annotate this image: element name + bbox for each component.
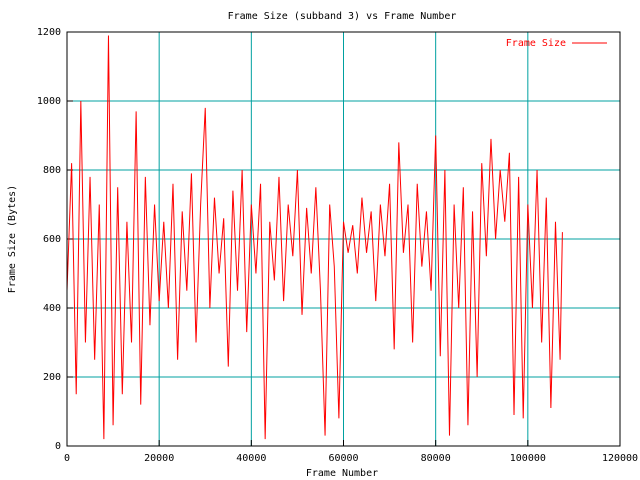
x-tick-label: 20000 [144, 453, 174, 464]
x-tick-label: 40000 [236, 453, 266, 464]
legend-label: Frame Size [506, 38, 566, 49]
plot-border [66, 31, 621, 447]
y-tick-label: 1000 [37, 96, 61, 107]
data-line [66, 35, 563, 440]
y-tick-label: 200 [43, 372, 61, 383]
y-tick-label: 600 [43, 234, 61, 245]
x-tick-label: 120000 [602, 453, 638, 464]
y-tick-label: 1200 [37, 27, 61, 38]
y-tick-label: 800 [43, 165, 61, 176]
chart-title: Frame Size (subband 3) vs Frame Number [228, 11, 457, 22]
x-tick-label: 0 [64, 453, 70, 464]
y-axis-label: Frame Size (Bytes) [7, 185, 18, 293]
x-axis-label: Frame Number [306, 468, 378, 479]
y-tick-label: 0 [55, 441, 61, 452]
x-tick-label: 80000 [421, 453, 451, 464]
y-tick-label: 400 [43, 303, 61, 314]
x-tick-label: 100000 [510, 453, 546, 464]
x-tick-label: 60000 [328, 453, 358, 464]
